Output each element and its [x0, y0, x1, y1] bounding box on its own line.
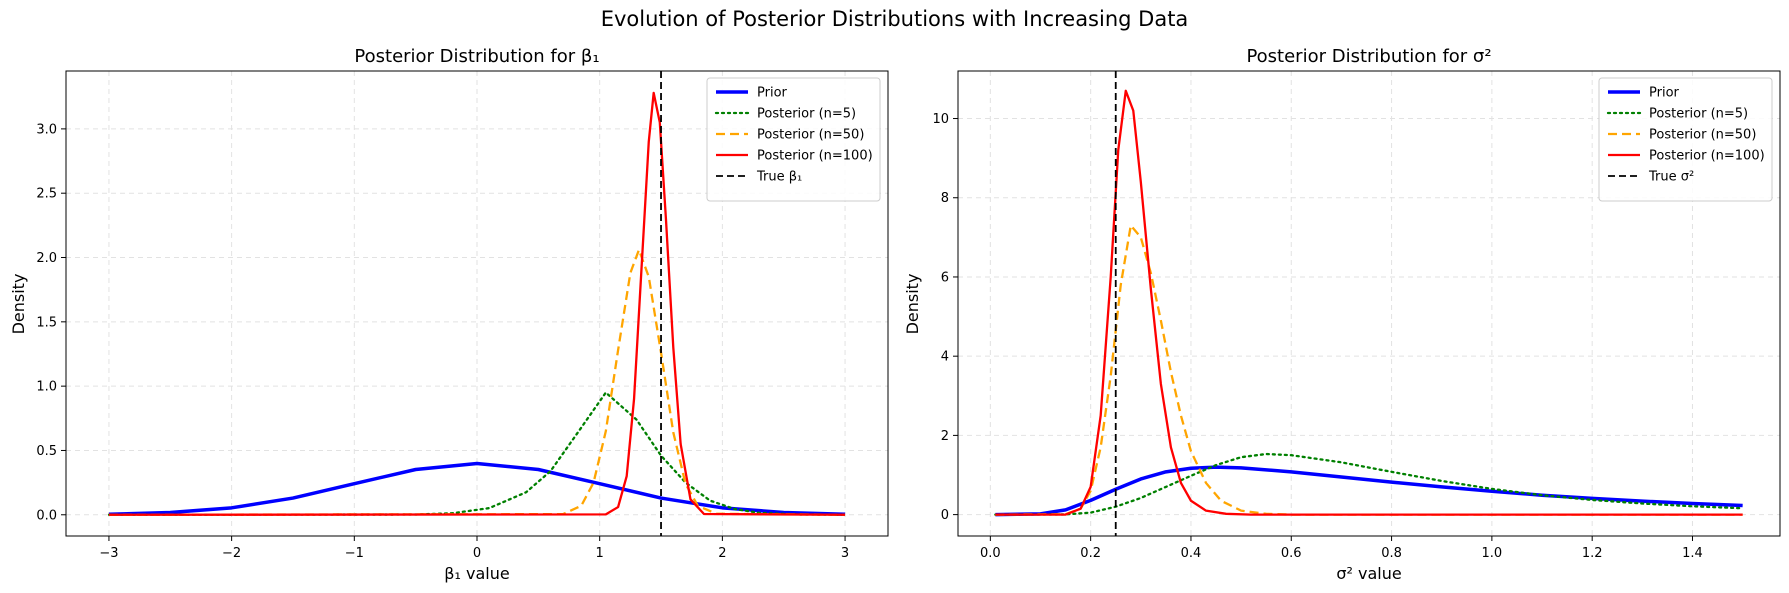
- x-tick-label: 1.2: [1582, 546, 1603, 561]
- sigma2-y-axis-label: Density: [903, 274, 922, 335]
- sigma2-posterior-chart: Posterior Distribution for σ² σ² value D…: [903, 46, 1781, 583]
- y-tick-label: 8: [941, 191, 949, 206]
- series-line: [995, 224, 1743, 516]
- legend-label: Posterior (n=50): [757, 128, 864, 143]
- x-tick-label: 0.0: [980, 546, 1001, 561]
- y-tick-label: 2.5: [36, 187, 57, 202]
- beta1-legend: Prior Posterior (n=5) Posterior (n=50) Post…: [706, 77, 881, 202]
- beta1-plot-area: [107, 71, 847, 536]
- y-tick-label: 0.5: [36, 444, 57, 459]
- x-tick-label: 1.4: [1682, 546, 1703, 561]
- sigma2-chart-title: Posterior Distribution for σ²: [1246, 46, 1491, 67]
- x-tick-label: −2: [222, 546, 241, 561]
- legend-frame: [706, 77, 881, 202]
- series-line: [995, 465, 1743, 517]
- y-tick-label: 0.0: [36, 508, 57, 523]
- sigma2-plot-area: [994, 71, 1744, 536]
- beta1-y-axis-label: Density: [9, 274, 28, 335]
- sigma2-legend: Prior Posterior (n=5) Posterior (n=50) Post…: [1598, 77, 1773, 202]
- y-tick-label: 4: [941, 350, 949, 365]
- sigma2-axes-frame: [957, 70, 1781, 537]
- x-tick-label: 0.6: [1281, 546, 1302, 561]
- x-tick-label: 0.4: [1181, 546, 1202, 561]
- series-line: [994, 452, 1744, 516]
- y-tick-label: 10: [932, 112, 949, 127]
- legend-label: Prior: [1649, 86, 1680, 101]
- legend-label: Posterior (n=100): [757, 149, 873, 164]
- figure-title: Evolution of Posterior Distributions wit…: [601, 7, 1189, 31]
- y-tick-label: 1.0: [36, 380, 57, 395]
- y-tick-label: 0: [941, 508, 949, 523]
- legend-label: True σ²: [1648, 170, 1694, 185]
- x-tick-label: 0.2: [1080, 546, 1101, 561]
- legend-label: Posterior (n=5): [1649, 107, 1748, 122]
- y-tick-label: 3.0: [36, 122, 57, 137]
- sigma2-x-axis-label: σ² value: [1336, 564, 1401, 583]
- legend-label: Posterior (n=100): [1649, 149, 1765, 164]
- x-tick-label: −3: [99, 546, 118, 561]
- beta1-chart-title: Posterior Distribution for β₁: [354, 46, 599, 67]
- x-tick-label: −1: [345, 546, 364, 561]
- legend-frame: [1598, 77, 1773, 202]
- legend-label: Prior: [757, 86, 788, 101]
- series-line: [108, 91, 846, 516]
- legend-label: True β₁: [756, 170, 802, 185]
- x-tick-label: 0: [473, 546, 481, 561]
- series-line: [108, 461, 846, 517]
- x-tick-label: 2: [718, 546, 726, 561]
- beta1-x-axis-label: β₁ value: [444, 564, 509, 583]
- legend-label: Posterior (n=50): [1649, 128, 1756, 143]
- series-line: [107, 391, 847, 516]
- beta1-axes-frame: [65, 70, 889, 537]
- legend-label: Posterior (n=5): [757, 107, 856, 122]
- beta1-posterior-chart: Posterior Distribution for β₁ β₁ value D…: [9, 46, 889, 583]
- x-tick-label: 3: [841, 546, 849, 561]
- x-tick-label: 1: [596, 546, 604, 561]
- y-tick-label: 2.0: [36, 251, 57, 266]
- y-tick-label: 2: [941, 429, 949, 444]
- series-line: [995, 89, 1743, 516]
- x-tick-label: 1.0: [1482, 546, 1503, 561]
- y-tick-label: 6: [941, 270, 949, 285]
- x-tick-label: 0.8: [1381, 546, 1402, 561]
- y-tick-label: 1.5: [36, 315, 57, 330]
- series-line: [108, 248, 846, 516]
